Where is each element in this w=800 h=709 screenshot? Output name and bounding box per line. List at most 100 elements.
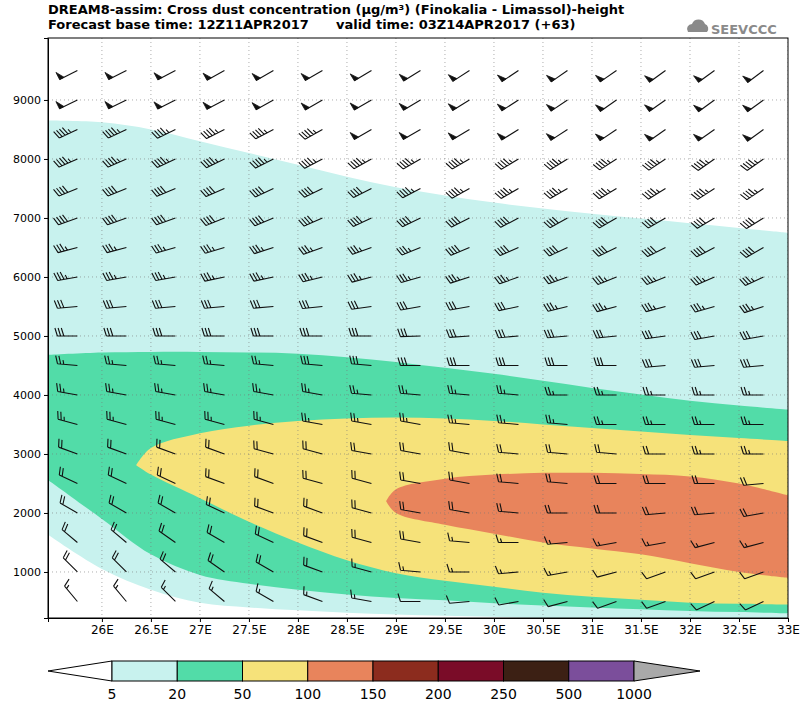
colorbar-label: 20 bbox=[168, 686, 186, 702]
wind-barb-shaft bbox=[496, 357, 519, 365]
wind-barb-shaft bbox=[109, 495, 126, 513]
wind-barb bbox=[348, 158, 372, 168]
grid-line-x bbox=[444, 38, 445, 618]
wind-barb-shaft bbox=[152, 215, 176, 225]
wind-barb bbox=[153, 328, 176, 336]
y-tick-label: 5000 bbox=[13, 330, 41, 343]
wind-barb-shaft bbox=[104, 328, 127, 336]
wind-barb bbox=[594, 505, 617, 513]
wind-barb-pennant bbox=[694, 105, 703, 111]
wind-barb-shaft bbox=[741, 446, 764, 454]
wind-barb bbox=[250, 245, 274, 254]
wind-barb bbox=[301, 356, 323, 366]
wind-barb bbox=[692, 446, 715, 454]
wind-barb-shaft bbox=[446, 595, 469, 603]
wind-barb bbox=[740, 331, 764, 340]
wind-barb-shaft bbox=[544, 217, 568, 227]
wind-barb-shaft bbox=[495, 329, 518, 337]
wind-barb bbox=[691, 507, 714, 515]
wind-barb bbox=[350, 100, 371, 110]
wind-barb bbox=[642, 303, 666, 312]
wind-barb-shaft bbox=[497, 385, 519, 395]
colorbar-label: 150 bbox=[360, 686, 387, 702]
wind-barb-shaft bbox=[348, 273, 372, 282]
wind-barb-shaft bbox=[207, 524, 224, 542]
wind-barb-pennant bbox=[203, 102, 211, 109]
wind-barb-shaft bbox=[155, 383, 176, 395]
wind-barb bbox=[252, 100, 273, 110]
wind-barb bbox=[303, 440, 323, 454]
wind-barb bbox=[54, 300, 77, 308]
wind-barb-pennant bbox=[448, 75, 457, 82]
y-tick-label: 8000 bbox=[13, 153, 41, 166]
wind-barb-pennant bbox=[497, 75, 506, 82]
grid-line-x bbox=[591, 38, 592, 618]
wind-barb bbox=[60, 495, 77, 513]
wind-barb bbox=[691, 359, 714, 367]
wind-barb-shaft bbox=[154, 356, 176, 366]
wind-barb bbox=[108, 439, 127, 454]
wind-barb-shaft bbox=[447, 564, 470, 572]
wind-barb bbox=[596, 100, 617, 111]
wind-barb bbox=[255, 526, 273, 543]
wind-barb-shaft bbox=[448, 385, 470, 395]
colorbar-label: 50 bbox=[234, 686, 252, 702]
wind-barb-shaft bbox=[546, 474, 568, 484]
wind-barb bbox=[400, 531, 421, 543]
wind-barb-shaft bbox=[254, 411, 274, 425]
wind-barb bbox=[694, 100, 715, 112]
wind-barb-shaft bbox=[304, 527, 323, 542]
wind-barb bbox=[495, 217, 519, 227]
wind-barb bbox=[448, 70, 469, 81]
wind-barb-pennant bbox=[645, 105, 654, 112]
wind-barb-shaft bbox=[593, 217, 616, 227]
wind-barb-pennant bbox=[350, 103, 358, 110]
wind-barb-shaft bbox=[348, 301, 371, 309]
wind-barb-shaft bbox=[161, 580, 175, 602]
wind-barb bbox=[105, 356, 127, 366]
wind-barb bbox=[740, 159, 763, 170]
x-tick-mark bbox=[788, 618, 789, 622]
wind-barb bbox=[594, 357, 617, 365]
wind-barb bbox=[299, 158, 323, 168]
wind-barb bbox=[593, 601, 617, 608]
wind-barb bbox=[152, 186, 176, 196]
x-tick: 28.5E bbox=[330, 618, 364, 637]
wind-barb bbox=[400, 442, 421, 454]
wind-barb bbox=[449, 442, 470, 454]
grid-line-x bbox=[150, 38, 151, 618]
wind-barb-pennant bbox=[546, 105, 555, 112]
wind-barb-shaft bbox=[495, 245, 519, 255]
wind-barb bbox=[400, 501, 421, 513]
wind-barb bbox=[104, 328, 127, 336]
x-tick-mark bbox=[739, 618, 740, 622]
wind-barb bbox=[65, 579, 78, 601]
wind-barb-pennant bbox=[743, 76, 752, 82]
wind-barb bbox=[202, 328, 225, 336]
wind-barb-shaft bbox=[398, 329, 421, 337]
wind-barb bbox=[304, 527, 323, 542]
wind-barb-shaft bbox=[593, 276, 617, 285]
wind-barb bbox=[593, 217, 616, 227]
wind-barb-shaft bbox=[692, 446, 715, 454]
wind-barb-shaft bbox=[250, 216, 274, 226]
wind-barb bbox=[691, 159, 714, 170]
wind-barb-shaft bbox=[114, 579, 127, 601]
wind-barb-shaft bbox=[496, 534, 519, 542]
wind-barb-shaft bbox=[691, 303, 715, 312]
wind-barb bbox=[251, 328, 273, 336]
x-tick: 26.5E bbox=[134, 618, 168, 637]
wind-barb bbox=[544, 188, 567, 198]
wind-barb bbox=[201, 215, 225, 225]
x-tick-label: 29E bbox=[385, 623, 408, 637]
wind-barb-shaft bbox=[741, 416, 764, 424]
wind-barb-shaft bbox=[593, 539, 617, 546]
x-tick-mark bbox=[102, 618, 103, 622]
wind-barb bbox=[209, 581, 224, 602]
wind-barb-shaft bbox=[446, 158, 469, 168]
wind-barb bbox=[350, 385, 372, 395]
wind-barb-shaft bbox=[400, 413, 421, 425]
wind-barb bbox=[161, 580, 175, 602]
wind-barb-shaft bbox=[103, 300, 126, 308]
title: DREAM8-assim: Cross dust concentration (… bbox=[48, 2, 624, 17]
